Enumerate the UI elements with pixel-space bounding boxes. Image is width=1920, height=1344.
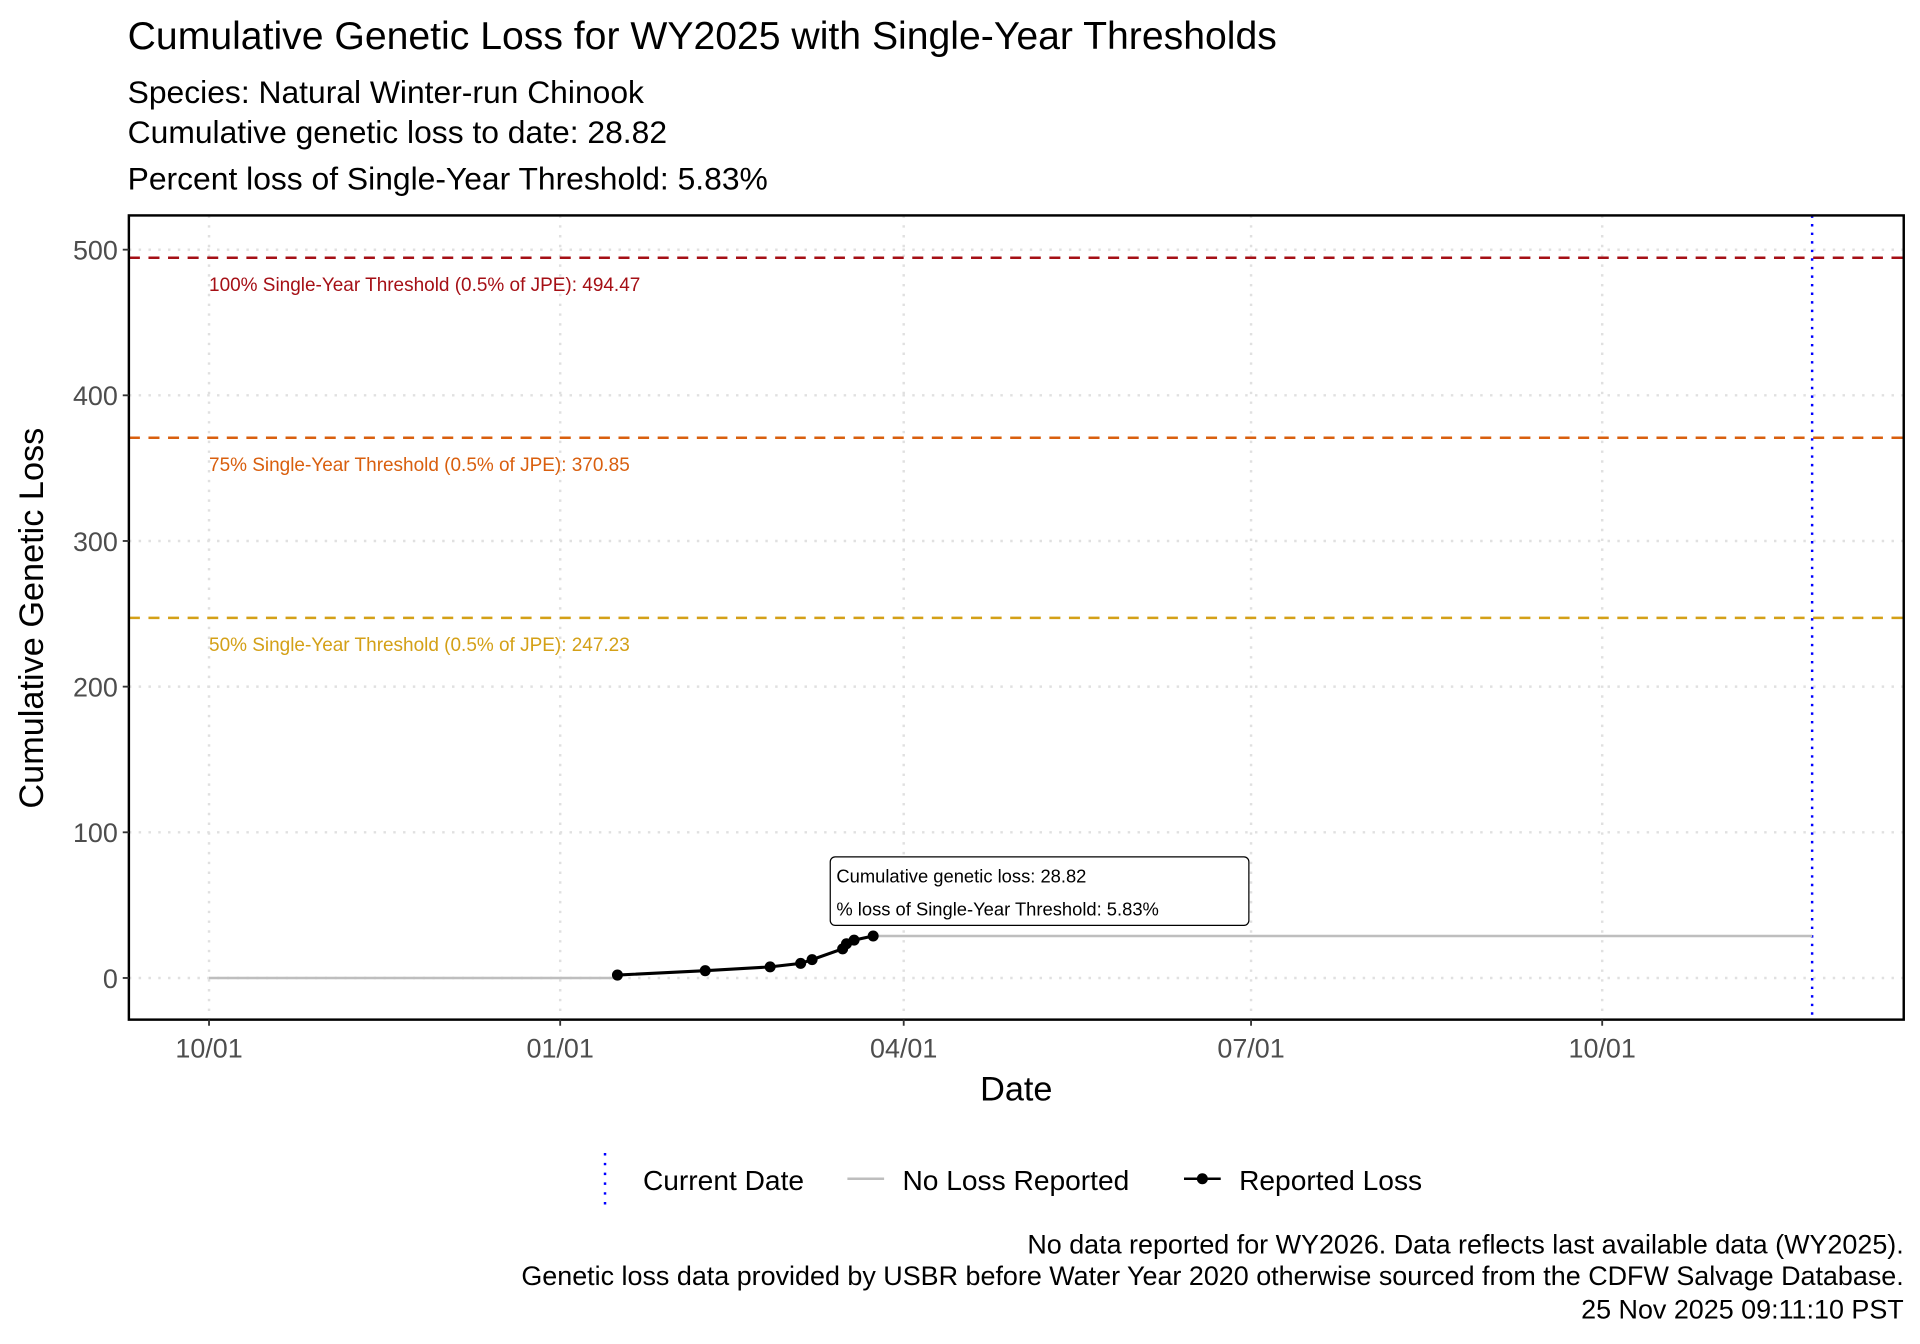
subtitle-species: Species: Natural Winter-run Chinook bbox=[128, 74, 644, 110]
reported-loss-point bbox=[699, 965, 711, 977]
threshold-label: 75% Single-Year Threshold (0.5% of JPE):… bbox=[209, 455, 630, 476]
reported-loss-point bbox=[867, 930, 879, 942]
series-layer bbox=[209, 215, 1814, 1020]
reported-loss-point bbox=[848, 934, 860, 946]
caption-timestamp: 25 Nov 2025 09:11:10 PST bbox=[1581, 1294, 1904, 1324]
legend-reported-loss-label: Reported Loss bbox=[1239, 1165, 1422, 1196]
threshold-label: 100% Single-Year Threshold (0.5% of JPE)… bbox=[209, 275, 640, 296]
annotation-line-1: Cumulative genetic loss: 28.82 bbox=[836, 866, 1086, 887]
x-tick-label: 01/01 bbox=[527, 1034, 594, 1064]
y-axis: 0 100 200 300 400 500 bbox=[73, 235, 129, 994]
caption-no-data: No data reported for WY2026. Data reflec… bbox=[1027, 1229, 1903, 1259]
threshold-lines: 100% Single-Year Threshold (0.5% of JPE)… bbox=[128, 256, 1904, 656]
annotation-line-2: % loss of Single-Year Threshold: 5.83% bbox=[836, 899, 1159, 920]
chart-title: Cumulative Genetic Loss for WY2025 with … bbox=[128, 15, 1277, 58]
x-tick-label: 10/01 bbox=[1569, 1034, 1636, 1064]
y-tick-label: 200 bbox=[73, 672, 118, 702]
legend: Current Date No Loss Reported Reported L… bbox=[603, 1153, 1422, 1205]
reported-loss-point bbox=[764, 961, 776, 973]
subtitle-cumulative: Cumulative genetic loss to date: 28.82 bbox=[128, 114, 667, 150]
reported-loss-point bbox=[795, 957, 807, 969]
x-axis-title: Date bbox=[980, 1070, 1052, 1108]
reported-loss-point bbox=[806, 954, 818, 966]
reported-loss-point bbox=[611, 969, 623, 981]
x-axis: 10/01 01/01 04/01 07/01 10/01 bbox=[175, 1019, 1636, 1064]
y-tick-label: 500 bbox=[73, 235, 118, 265]
reported-loss-line bbox=[617, 934, 874, 977]
subtitle-percent: Percent loss of Single-Year Threshold: 5… bbox=[128, 161, 768, 197]
y-axis-title: Cumulative Genetic Loss bbox=[13, 428, 51, 809]
plot-panel-border bbox=[127, 214, 1905, 1021]
y-tick-label: 300 bbox=[73, 527, 118, 557]
legend-current-date-label: Current Date bbox=[643, 1165, 804, 1196]
annotation-box: Cumulative genetic loss: 28.82 % loss of… bbox=[829, 856, 1250, 926]
caption-source: Genetic loss data provided by USBR befor… bbox=[521, 1261, 1903, 1291]
y-tick-label: 400 bbox=[73, 381, 118, 411]
legend-no-loss-label: No Loss Reported bbox=[902, 1165, 1129, 1196]
x-tick-label: 07/01 bbox=[1217, 1034, 1284, 1064]
threshold-label: 50% Single-Year Threshold (0.5% of JPE):… bbox=[209, 635, 630, 656]
y-tick-label: 100 bbox=[73, 818, 118, 848]
x-tick-label: 04/01 bbox=[870, 1034, 937, 1064]
legend-reported-loss-point bbox=[1196, 1173, 1208, 1185]
y-tick-label: 0 bbox=[103, 964, 118, 994]
x-tick-label: 10/01 bbox=[175, 1034, 242, 1064]
